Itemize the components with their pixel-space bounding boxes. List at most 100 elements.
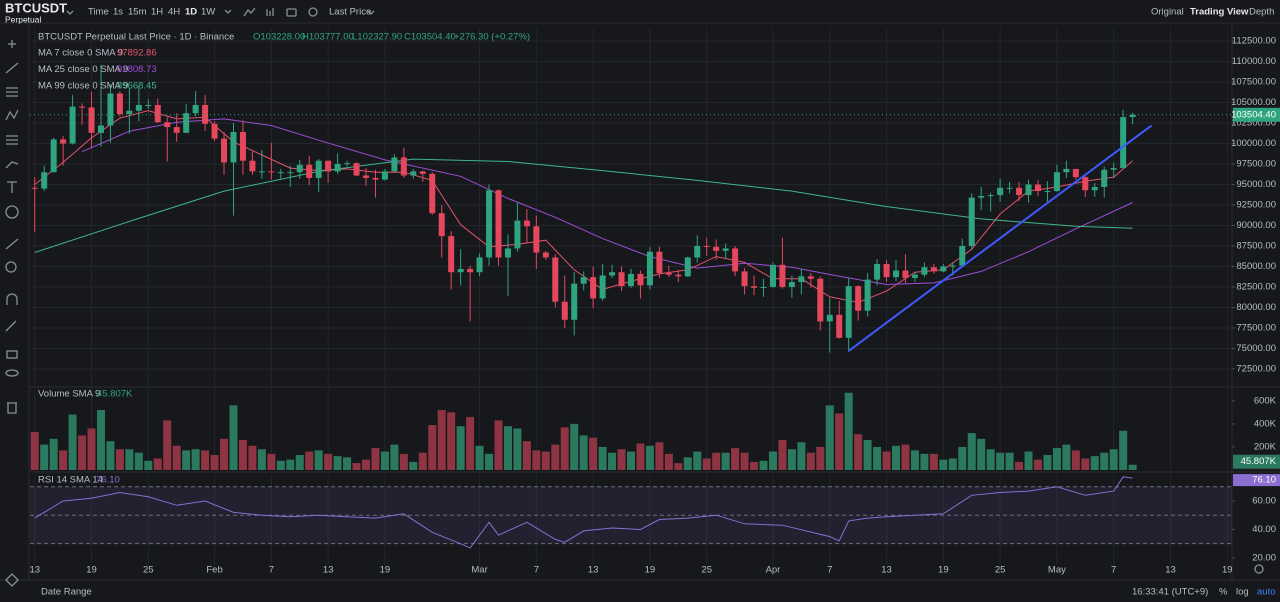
y-tick-label: 92500.00 (1236, 200, 1276, 211)
trendline-tool[interactable] (5, 62, 19, 74)
screenshot-icon[interactable] (286, 8, 297, 17)
candle-body (523, 220, 530, 227)
candle-body (306, 164, 313, 178)
candle-body (457, 268, 464, 273)
volume-bar (1043, 455, 1052, 470)
volume-bar (1090, 456, 1099, 470)
candle-body (211, 123, 218, 139)
volume-bar (797, 442, 806, 470)
volume-bar (456, 426, 465, 470)
interval[interactable]: Time (88, 7, 109, 18)
fib-tool[interactable] (6, 87, 18, 97)
volume-bar (324, 453, 333, 470)
candle-body (628, 273, 634, 287)
candle-body (807, 276, 814, 279)
candle-body (1053, 172, 1060, 192)
candle-body (202, 104, 209, 124)
rsi-legend: RSI 14 SMA 14 (38, 475, 103, 486)
ma-legend: MA 25 close 0 SMA 9 (38, 64, 128, 75)
chart-type-icon[interactable] (266, 8, 274, 16)
candle-body (296, 164, 303, 173)
volume-bar (172, 445, 181, 470)
volume-bar (977, 438, 986, 470)
candle-body (713, 246, 720, 251)
pattern-tool[interactable] (5, 109, 19, 121)
interval[interactable]: 15m (128, 7, 147, 18)
candle-body (1025, 184, 1032, 196)
crosshair-tool[interactable] (8, 40, 16, 48)
interval[interactable]: 1D (185, 7, 197, 18)
volume-bar (1128, 464, 1137, 470)
volume-box (1233, 454, 1280, 469)
y-tick-label: 105000.00 (1231, 97, 1276, 108)
candle-body (31, 187, 38, 189)
text-tool[interactable] (7, 181, 17, 193)
drawing-tools (5, 40, 1264, 587)
price-type[interactable]: Last Price (329, 7, 371, 18)
view-tab[interactable]: Original (1151, 7, 1184, 18)
volume-bar (295, 455, 304, 470)
view-tab[interactable]: Trading View (1190, 7, 1249, 18)
candle-body (684, 257, 691, 277)
candle-body (1129, 114, 1136, 118)
delete-tool[interactable] (7, 402, 17, 414)
scale-option[interactable]: % (1219, 587, 1228, 598)
symbol[interactable]: BTCUSDT (5, 0, 67, 15)
view-tab[interactable]: Depth (1249, 7, 1274, 18)
candle-body (1044, 191, 1051, 193)
x-tick-label: 13 (29, 565, 40, 576)
volume-bar (579, 435, 588, 470)
x-tick-label: Feb (206, 565, 222, 576)
goto-icon[interactable] (1254, 564, 1264, 574)
contract: Perpetual (5, 14, 41, 24)
volume-bar (806, 452, 815, 470)
candle-body (997, 187, 1004, 196)
lock-tool[interactable] (6, 350, 18, 359)
volume-bar (437, 410, 446, 470)
scale-option[interactable]: auto (1257, 587, 1276, 598)
candle-body (533, 226, 540, 253)
hide-tool[interactable] (5, 369, 19, 377)
volume-bar (1052, 448, 1061, 470)
stay-drawing-tool[interactable] (5, 320, 17, 332)
indicator-icon[interactable] (243, 7, 256, 17)
candle-body (410, 171, 417, 176)
interval[interactable]: 1s (113, 7, 123, 18)
emoji-tool[interactable] (5, 205, 19, 219)
rsi-label: 76.10 (1252, 475, 1276, 486)
scale-option[interactable]: log (1236, 587, 1249, 598)
date-range[interactable]: Date Range (41, 587, 92, 598)
interval-dropdown[interactable] (224, 9, 232, 14)
volume-bar (513, 428, 522, 470)
candle-body (50, 139, 57, 173)
candle-body (504, 248, 511, 258)
volume-bar (1005, 452, 1014, 470)
brush-tool[interactable] (5, 161, 19, 169)
price-type-dropdown[interactable] (367, 10, 375, 15)
ruler-tool[interactable] (5, 238, 19, 250)
y-tick-label: 20.00 (1252, 552, 1276, 563)
volume-bar (645, 445, 654, 470)
interval[interactable]: 4H (168, 7, 180, 18)
y-tick-label: 60.00 (1252, 496, 1276, 507)
volume-bar (30, 431, 39, 470)
candle-body (694, 245, 701, 258)
volume-bar (390, 444, 399, 470)
magnet-tool[interactable] (6, 293, 18, 305)
ma-legend: MA 7 close 0 SMA 9 (38, 48, 123, 59)
volume-bar (428, 425, 437, 470)
symbol-dropdown[interactable] (66, 10, 74, 15)
candle-body (760, 286, 767, 288)
candle-body (968, 197, 975, 246)
layers-icon[interactable] (5, 573, 19, 587)
interval[interactable]: 1W (201, 7, 215, 18)
interval[interactable]: 1H (151, 7, 163, 18)
volume-bar (106, 441, 115, 470)
candle-body (959, 245, 966, 266)
volume-bar (929, 453, 938, 470)
settings-icon[interactable] (308, 7, 318, 17)
zoom-tool[interactable] (5, 261, 17, 273)
projection-tool[interactable] (6, 135, 18, 145)
candle-body (864, 279, 871, 311)
x-tick-label: May (1048, 565, 1066, 576)
